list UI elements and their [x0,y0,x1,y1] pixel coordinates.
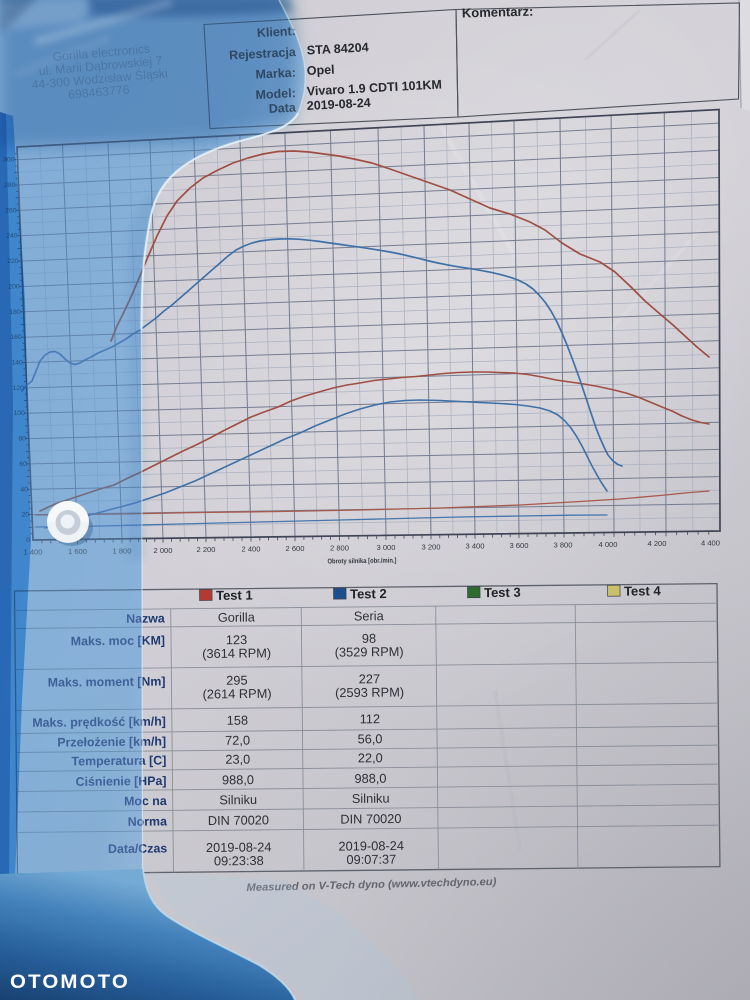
svg-text:22,0: 22,0 [358,750,383,765]
svg-text:4 200: 4 200 [647,539,666,548]
svg-text:3 600: 3 600 [509,541,528,550]
svg-text:Silniku: Silniku [352,791,390,806]
svg-text:2 800: 2 800 [330,544,349,553]
svg-text:Obroty silnika [obr./min.]: Obroty silnika [obr./min.] [327,558,396,566]
svg-text:2019-08-24: 2019-08-24 [306,96,371,113]
svg-text:56,0: 56,0 [358,731,383,746]
svg-text:988,0: 988,0 [354,771,386,786]
svg-text:Test 2: Test 2 [350,586,387,601]
svg-text:Komentarz:: Komentarz: [462,4,534,21]
svg-text:Test 1: Test 1 [216,588,253,603]
svg-text:2 400: 2 400 [241,545,260,554]
svg-text:DIN 70020: DIN 70020 [340,811,401,827]
svg-text:3 200: 3 200 [421,542,440,551]
svg-text:09:07:37: 09:07:37 [346,852,396,868]
svg-text:72,0: 72,0 [225,733,250,748]
svg-text:Silniku: Silniku [219,792,257,807]
svg-text:4 400: 4 400 [701,539,720,548]
svg-text:DIN 70020: DIN 70020 [208,812,269,828]
svg-text:2019-08-24: 2019-08-24 [338,838,404,854]
svg-text:Opel: Opel [306,63,334,78]
svg-text:158: 158 [227,713,249,728]
svg-text:3 000: 3 000 [376,543,395,552]
svg-text:(3529 RPM): (3529 RPM) [335,644,404,660]
svg-text:09:23:38: 09:23:38 [214,853,264,869]
svg-text:123: 123 [226,632,248,647]
svg-text:227: 227 [359,671,381,686]
svg-text:3 400: 3 400 [465,542,484,551]
svg-text:295: 295 [226,673,248,688]
svg-text:Test 3: Test 3 [484,585,521,600]
svg-text:3 800: 3 800 [553,541,572,550]
svg-text:23,0: 23,0 [225,752,250,767]
svg-text:Test 4: Test 4 [624,583,662,598]
svg-text:112: 112 [360,711,381,726]
svg-text:OTOMOTO: OTOMOTO [10,972,130,993]
svg-text:(2593 RPM): (2593 RPM) [335,684,404,700]
svg-text:2 000: 2 000 [153,546,172,555]
svg-text:2 200: 2 200 [196,545,215,554]
svg-text:(3614 RPM): (3614 RPM) [202,645,271,661]
svg-text:STA 84204: STA 84204 [306,40,369,57]
svg-text:2 600: 2 600 [285,544,304,553]
svg-text:Seria: Seria [354,608,385,623]
svg-text:(2614 RPM): (2614 RPM) [203,686,272,702]
svg-text:4 000: 4 000 [598,540,617,549]
svg-text:988,0: 988,0 [222,772,254,787]
svg-text:98: 98 [362,631,376,646]
svg-text:Gorilla: Gorilla [218,609,256,624]
svg-text:2019-08-24: 2019-08-24 [206,839,272,855]
